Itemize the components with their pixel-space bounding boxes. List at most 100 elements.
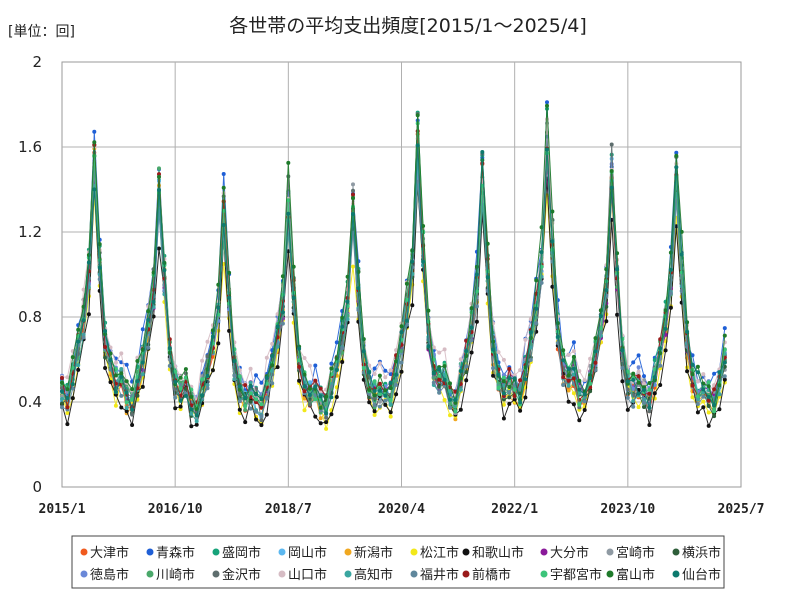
legend-marker: [212, 548, 220, 556]
data-point: [248, 406, 253, 411]
data-point: [501, 416, 506, 421]
legend-label: 山口市: [288, 567, 327, 583]
data-point: [652, 358, 657, 363]
data-point: [658, 337, 663, 342]
data-point: [722, 360, 727, 365]
data-point: [334, 340, 339, 345]
data-point: [545, 147, 549, 152]
data-point: [178, 404, 183, 409]
data-point: [108, 380, 113, 385]
legend-box: [71, 535, 725, 589]
data-point: [501, 391, 506, 396]
data-point: [372, 413, 377, 417]
legend-label: 富山市: [616, 567, 655, 583]
data-point: [642, 385, 646, 390]
data-point: [307, 363, 312, 368]
data-point: [636, 374, 641, 379]
data-point: [458, 369, 463, 374]
data-point: [712, 402, 717, 407]
data-point: [577, 402, 582, 407]
data-point: [302, 408, 307, 413]
data-point: [593, 336, 598, 341]
data-point: [706, 398, 711, 403]
legend-label: 大津市: [90, 545, 129, 561]
data-point: [70, 365, 75, 370]
legend-marker: [278, 548, 286, 556]
data-point: [259, 418, 264, 423]
data-point: [119, 374, 124, 379]
data-point: [383, 402, 388, 407]
data-point: [652, 391, 657, 396]
data-point: [577, 369, 582, 373]
legend-label: 岡山市: [288, 545, 327, 561]
data-point: [205, 339, 210, 344]
data-point: [318, 405, 323, 410]
data-point: [501, 402, 506, 407]
data-point: [534, 321, 539, 326]
data-point: [157, 246, 161, 251]
y-tick-label: 1.6: [18, 138, 42, 156]
data-point: [668, 267, 673, 272]
data-point: [474, 319, 479, 324]
data-point: [259, 414, 264, 419]
data-point: [426, 344, 431, 349]
data-point: [695, 394, 700, 399]
data-point: [254, 373, 258, 378]
data-point: [507, 390, 512, 394]
data-point: [501, 357, 506, 362]
y-tick-label: 2: [32, 53, 42, 71]
data-point: [674, 165, 679, 170]
data-point: [448, 397, 452, 402]
data-point: [86, 312, 91, 317]
data-point: [609, 142, 614, 147]
data-point: [248, 391, 253, 396]
data-point: [464, 349, 469, 353]
data-point: [631, 386, 636, 391]
data-point: [60, 386, 64, 391]
data-point: [518, 408, 523, 413]
legend-label: 高知市: [354, 567, 393, 583]
data-point: [555, 321, 560, 326]
data-point: [642, 388, 646, 392]
data-point: [555, 334, 560, 339]
data-point: [140, 360, 145, 365]
data-point: [577, 387, 582, 392]
data-point: [712, 371, 717, 376]
data-point: [135, 393, 140, 398]
data-point: [421, 224, 426, 228]
data-point: [194, 413, 199, 418]
data-point: [458, 357, 463, 362]
data-point: [221, 172, 226, 176]
data-point: [647, 409, 652, 414]
data-point: [663, 308, 668, 313]
data-point: [243, 404, 248, 409]
data-point: [604, 288, 609, 293]
data-point: [437, 377, 442, 382]
data-point: [146, 309, 151, 314]
legend-marker: [146, 548, 154, 556]
data-point: [205, 386, 210, 391]
data-point: [518, 378, 523, 383]
data-point: [291, 264, 296, 269]
data-point: [394, 348, 399, 353]
data-point: [458, 387, 463, 392]
legend-marker: [344, 548, 352, 556]
data-point: [243, 420, 248, 425]
data-point: [652, 375, 657, 380]
legend-marker: [672, 570, 680, 578]
data-point: [426, 308, 431, 313]
legend-label: 宮崎市: [616, 545, 655, 561]
data-point: [399, 324, 404, 329]
data-point: [243, 395, 248, 400]
data-point: [119, 405, 124, 410]
data-point: [539, 280, 544, 285]
data-point: [588, 376, 593, 380]
data-point: [232, 373, 237, 378]
data-point: [474, 289, 479, 294]
data-point: [264, 396, 269, 401]
data-point: [372, 409, 377, 414]
data-point: [442, 364, 447, 369]
data-point: [706, 404, 711, 408]
data-point: [167, 363, 172, 368]
data-point: [582, 378, 587, 383]
